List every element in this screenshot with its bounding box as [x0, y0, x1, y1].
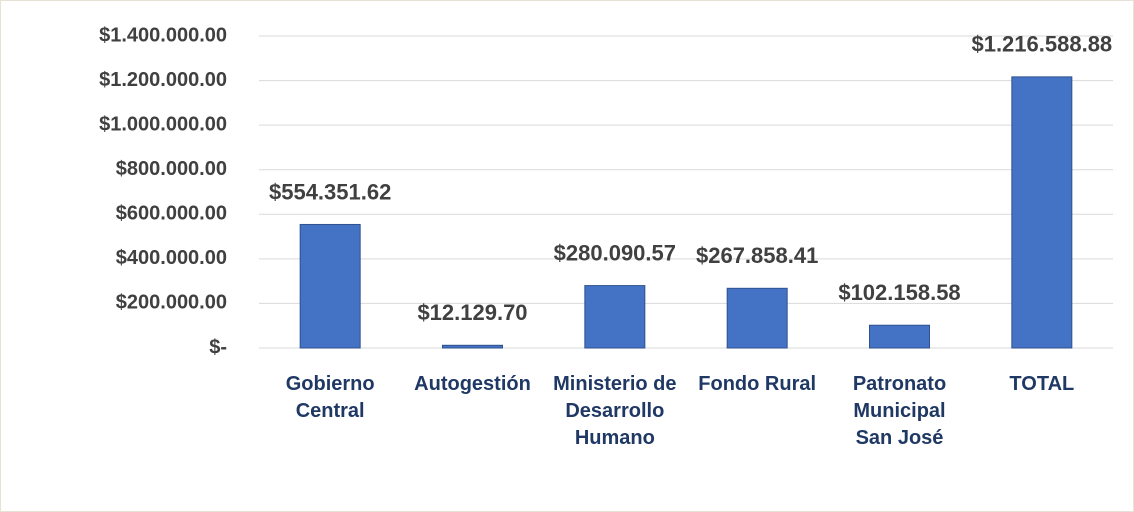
x-tick-label: TOTAL — [1009, 373, 1075, 395]
bar — [584, 285, 646, 349]
y-tick-label: $- — [209, 336, 227, 358]
y-tick-label: $600.000.00 — [116, 203, 227, 225]
value-label: $280.090.57 — [554, 240, 676, 265]
value-label: $1.216.588.88 — [971, 32, 1112, 57]
x-tick-label: Gobierno Central — [285, 373, 375, 422]
y-tick-label: $800.000.00 — [116, 158, 227, 180]
value-label: $102.158.58 — [838, 280, 960, 305]
value-label: $267.858.41 — [696, 243, 818, 268]
bar — [726, 287, 788, 349]
x-tick-label: Fondo Rural — [698, 373, 817, 395]
bar — [442, 344, 503, 349]
value-label: $12.129.70 — [417, 300, 527, 325]
y-tick-label: $1.000.000.00 — [99, 113, 227, 135]
bar — [1011, 76, 1073, 349]
x-tick-label: Patronato Municipal San José — [852, 373, 947, 449]
bar — [869, 324, 930, 349]
bar — [299, 223, 361, 349]
y-tick-label: $200.000.00 — [116, 292, 227, 314]
x-tick-label: Ministerio de Desarrollo Humano — [553, 373, 677, 449]
y-tick-label: $1.200.000.00 — [99, 69, 227, 91]
y-tick-label: $400.000.00 — [116, 247, 227, 269]
x-tick-label: Autogestión — [414, 373, 531, 395]
value-label: $554.351.62 — [269, 179, 391, 204]
y-tick-label: $1.400.000.00 — [99, 24, 227, 46]
